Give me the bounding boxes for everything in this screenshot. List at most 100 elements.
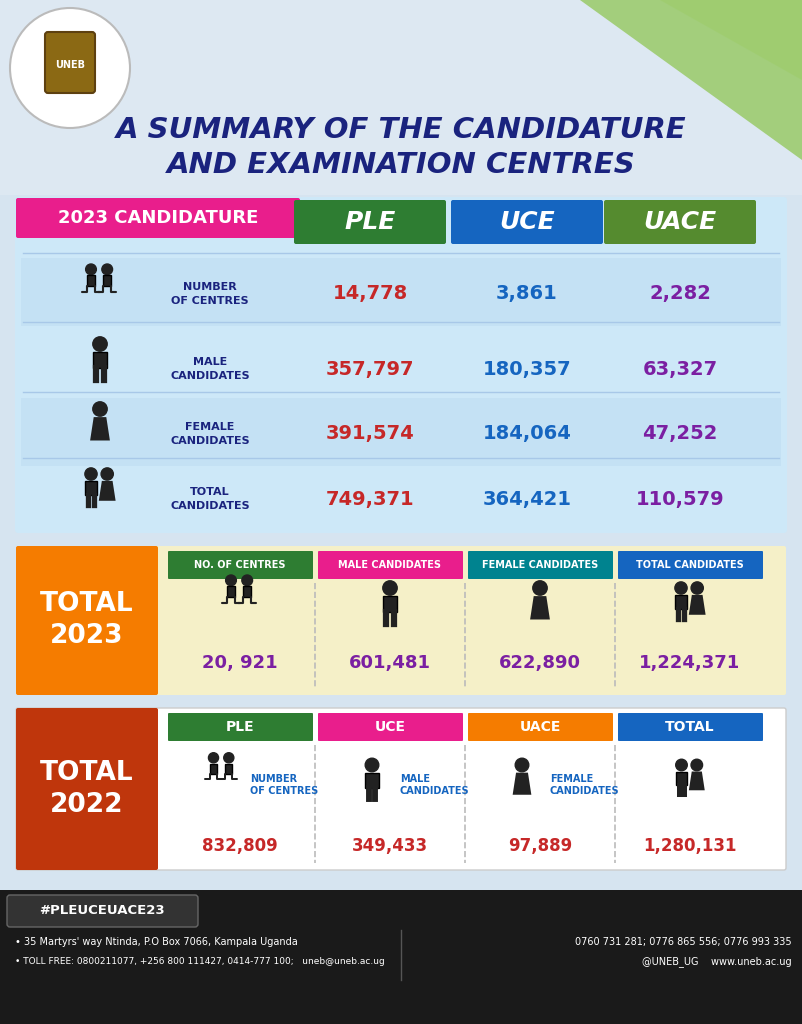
Circle shape bbox=[691, 759, 703, 771]
Polygon shape bbox=[99, 481, 115, 501]
FancyBboxPatch shape bbox=[468, 551, 613, 579]
Text: FEMALE
CANDIDATES: FEMALE CANDIDATES bbox=[170, 422, 249, 445]
Text: 364,421: 364,421 bbox=[483, 489, 572, 509]
FancyBboxPatch shape bbox=[227, 587, 235, 597]
Text: @UNEB_UG    www.uneb.ac.ug: @UNEB_UG www.uneb.ac.ug bbox=[642, 956, 792, 968]
FancyBboxPatch shape bbox=[0, 0, 802, 195]
Circle shape bbox=[101, 468, 113, 480]
Text: 3,861: 3,861 bbox=[496, 285, 558, 303]
Text: 1,280,131: 1,280,131 bbox=[643, 837, 737, 855]
Text: 622,890: 622,890 bbox=[499, 654, 581, 672]
Circle shape bbox=[102, 264, 112, 274]
FancyBboxPatch shape bbox=[93, 352, 107, 369]
FancyBboxPatch shape bbox=[16, 708, 158, 870]
Polygon shape bbox=[689, 595, 706, 614]
Circle shape bbox=[674, 582, 687, 594]
FancyBboxPatch shape bbox=[225, 764, 233, 774]
Text: UACE: UACE bbox=[643, 210, 717, 234]
Text: UNEB: UNEB bbox=[55, 60, 85, 70]
Circle shape bbox=[10, 8, 130, 128]
Text: NUMBER
OF CENTRES: NUMBER OF CENTRES bbox=[171, 283, 249, 305]
Text: MALE
CANDIDATES: MALE CANDIDATES bbox=[400, 774, 470, 797]
FancyBboxPatch shape bbox=[618, 713, 763, 741]
Circle shape bbox=[225, 575, 237, 586]
Circle shape bbox=[533, 581, 547, 595]
FancyBboxPatch shape bbox=[318, 551, 463, 579]
Polygon shape bbox=[689, 771, 705, 791]
Text: 349,433: 349,433 bbox=[352, 837, 428, 855]
Text: A SUMMARY OF THE CANDIDATURE: A SUMMARY OF THE CANDIDATURE bbox=[115, 116, 687, 144]
Circle shape bbox=[224, 753, 234, 763]
FancyBboxPatch shape bbox=[45, 32, 95, 93]
Text: 2023 CANDIDATURE: 2023 CANDIDATURE bbox=[58, 209, 258, 227]
Circle shape bbox=[365, 758, 379, 772]
Text: UCE: UCE bbox=[499, 210, 555, 234]
Circle shape bbox=[242, 575, 253, 586]
Text: 110,579: 110,579 bbox=[636, 489, 724, 509]
Circle shape bbox=[93, 337, 107, 351]
FancyBboxPatch shape bbox=[168, 713, 313, 741]
FancyBboxPatch shape bbox=[15, 197, 787, 534]
FancyBboxPatch shape bbox=[243, 587, 251, 597]
Circle shape bbox=[515, 758, 529, 772]
FancyBboxPatch shape bbox=[676, 771, 687, 784]
FancyBboxPatch shape bbox=[318, 713, 463, 741]
Polygon shape bbox=[90, 417, 110, 440]
Circle shape bbox=[93, 401, 107, 416]
Text: 357,797: 357,797 bbox=[326, 359, 415, 379]
Circle shape bbox=[86, 264, 96, 274]
Polygon shape bbox=[512, 773, 532, 795]
Text: TOTAL
2023: TOTAL 2023 bbox=[40, 591, 134, 649]
Circle shape bbox=[676, 759, 687, 771]
FancyBboxPatch shape bbox=[87, 275, 95, 286]
Text: 20, 921: 20, 921 bbox=[202, 654, 277, 672]
Text: 180,357: 180,357 bbox=[483, 359, 571, 379]
Text: 391,574: 391,574 bbox=[326, 425, 415, 443]
FancyBboxPatch shape bbox=[21, 398, 781, 466]
FancyBboxPatch shape bbox=[168, 551, 313, 579]
Text: NUMBER
OF CENTRES: NUMBER OF CENTRES bbox=[250, 774, 318, 797]
Circle shape bbox=[209, 753, 219, 763]
Text: 63,327: 63,327 bbox=[642, 359, 718, 379]
Text: 1,224,371: 1,224,371 bbox=[639, 654, 740, 672]
Text: TOTAL
2022: TOTAL 2022 bbox=[40, 760, 134, 818]
FancyBboxPatch shape bbox=[16, 546, 786, 695]
Text: AND EXAMINATION CENTRES: AND EXAMINATION CENTRES bbox=[167, 151, 635, 179]
FancyBboxPatch shape bbox=[85, 481, 97, 495]
Text: 0760 731 281; 0776 865 556; 0776 993 335: 0760 731 281; 0776 865 556; 0776 993 335 bbox=[575, 937, 792, 947]
Text: 2,282: 2,282 bbox=[649, 285, 711, 303]
Polygon shape bbox=[660, 0, 802, 80]
Text: • TOLL FREE: 0800211077, +256 800 111427, 0414-777 100;   uneb@uneb.ac.ug: • TOLL FREE: 0800211077, +256 800 111427… bbox=[15, 957, 385, 967]
Polygon shape bbox=[530, 596, 550, 620]
Text: UCE: UCE bbox=[375, 720, 406, 734]
Text: PLE: PLE bbox=[344, 210, 395, 234]
FancyBboxPatch shape bbox=[103, 275, 111, 286]
Text: UACE: UACE bbox=[520, 720, 561, 734]
FancyBboxPatch shape bbox=[604, 200, 756, 244]
Circle shape bbox=[85, 468, 97, 480]
Text: NO. OF CENTRES: NO. OF CENTRES bbox=[194, 560, 286, 570]
FancyBboxPatch shape bbox=[16, 708, 786, 870]
Text: TOTAL
CANDIDATES: TOTAL CANDIDATES bbox=[170, 487, 249, 511]
Text: FEMALE CANDIDATES: FEMALE CANDIDATES bbox=[482, 560, 598, 570]
Text: PLE: PLE bbox=[225, 720, 254, 734]
FancyBboxPatch shape bbox=[21, 258, 781, 326]
Polygon shape bbox=[580, 0, 802, 160]
FancyBboxPatch shape bbox=[0, 890, 802, 1024]
FancyBboxPatch shape bbox=[294, 200, 446, 244]
Text: 832,809: 832,809 bbox=[202, 837, 277, 855]
Text: MALE
CANDIDATES: MALE CANDIDATES bbox=[170, 357, 249, 381]
Text: • 35 Martyrs' way Ntinda, P.O Box 7066, Kampala Uganda: • 35 Martyrs' way Ntinda, P.O Box 7066, … bbox=[15, 937, 298, 947]
FancyBboxPatch shape bbox=[674, 595, 687, 608]
Text: 14,778: 14,778 bbox=[332, 285, 407, 303]
Text: 97,889: 97,889 bbox=[508, 837, 572, 855]
FancyBboxPatch shape bbox=[618, 551, 763, 579]
FancyBboxPatch shape bbox=[383, 596, 397, 612]
FancyBboxPatch shape bbox=[16, 546, 158, 695]
FancyBboxPatch shape bbox=[210, 764, 217, 774]
FancyBboxPatch shape bbox=[468, 713, 613, 741]
Text: 47,252: 47,252 bbox=[642, 425, 718, 443]
FancyBboxPatch shape bbox=[365, 773, 379, 787]
Circle shape bbox=[691, 582, 703, 594]
Text: 749,371: 749,371 bbox=[326, 489, 415, 509]
